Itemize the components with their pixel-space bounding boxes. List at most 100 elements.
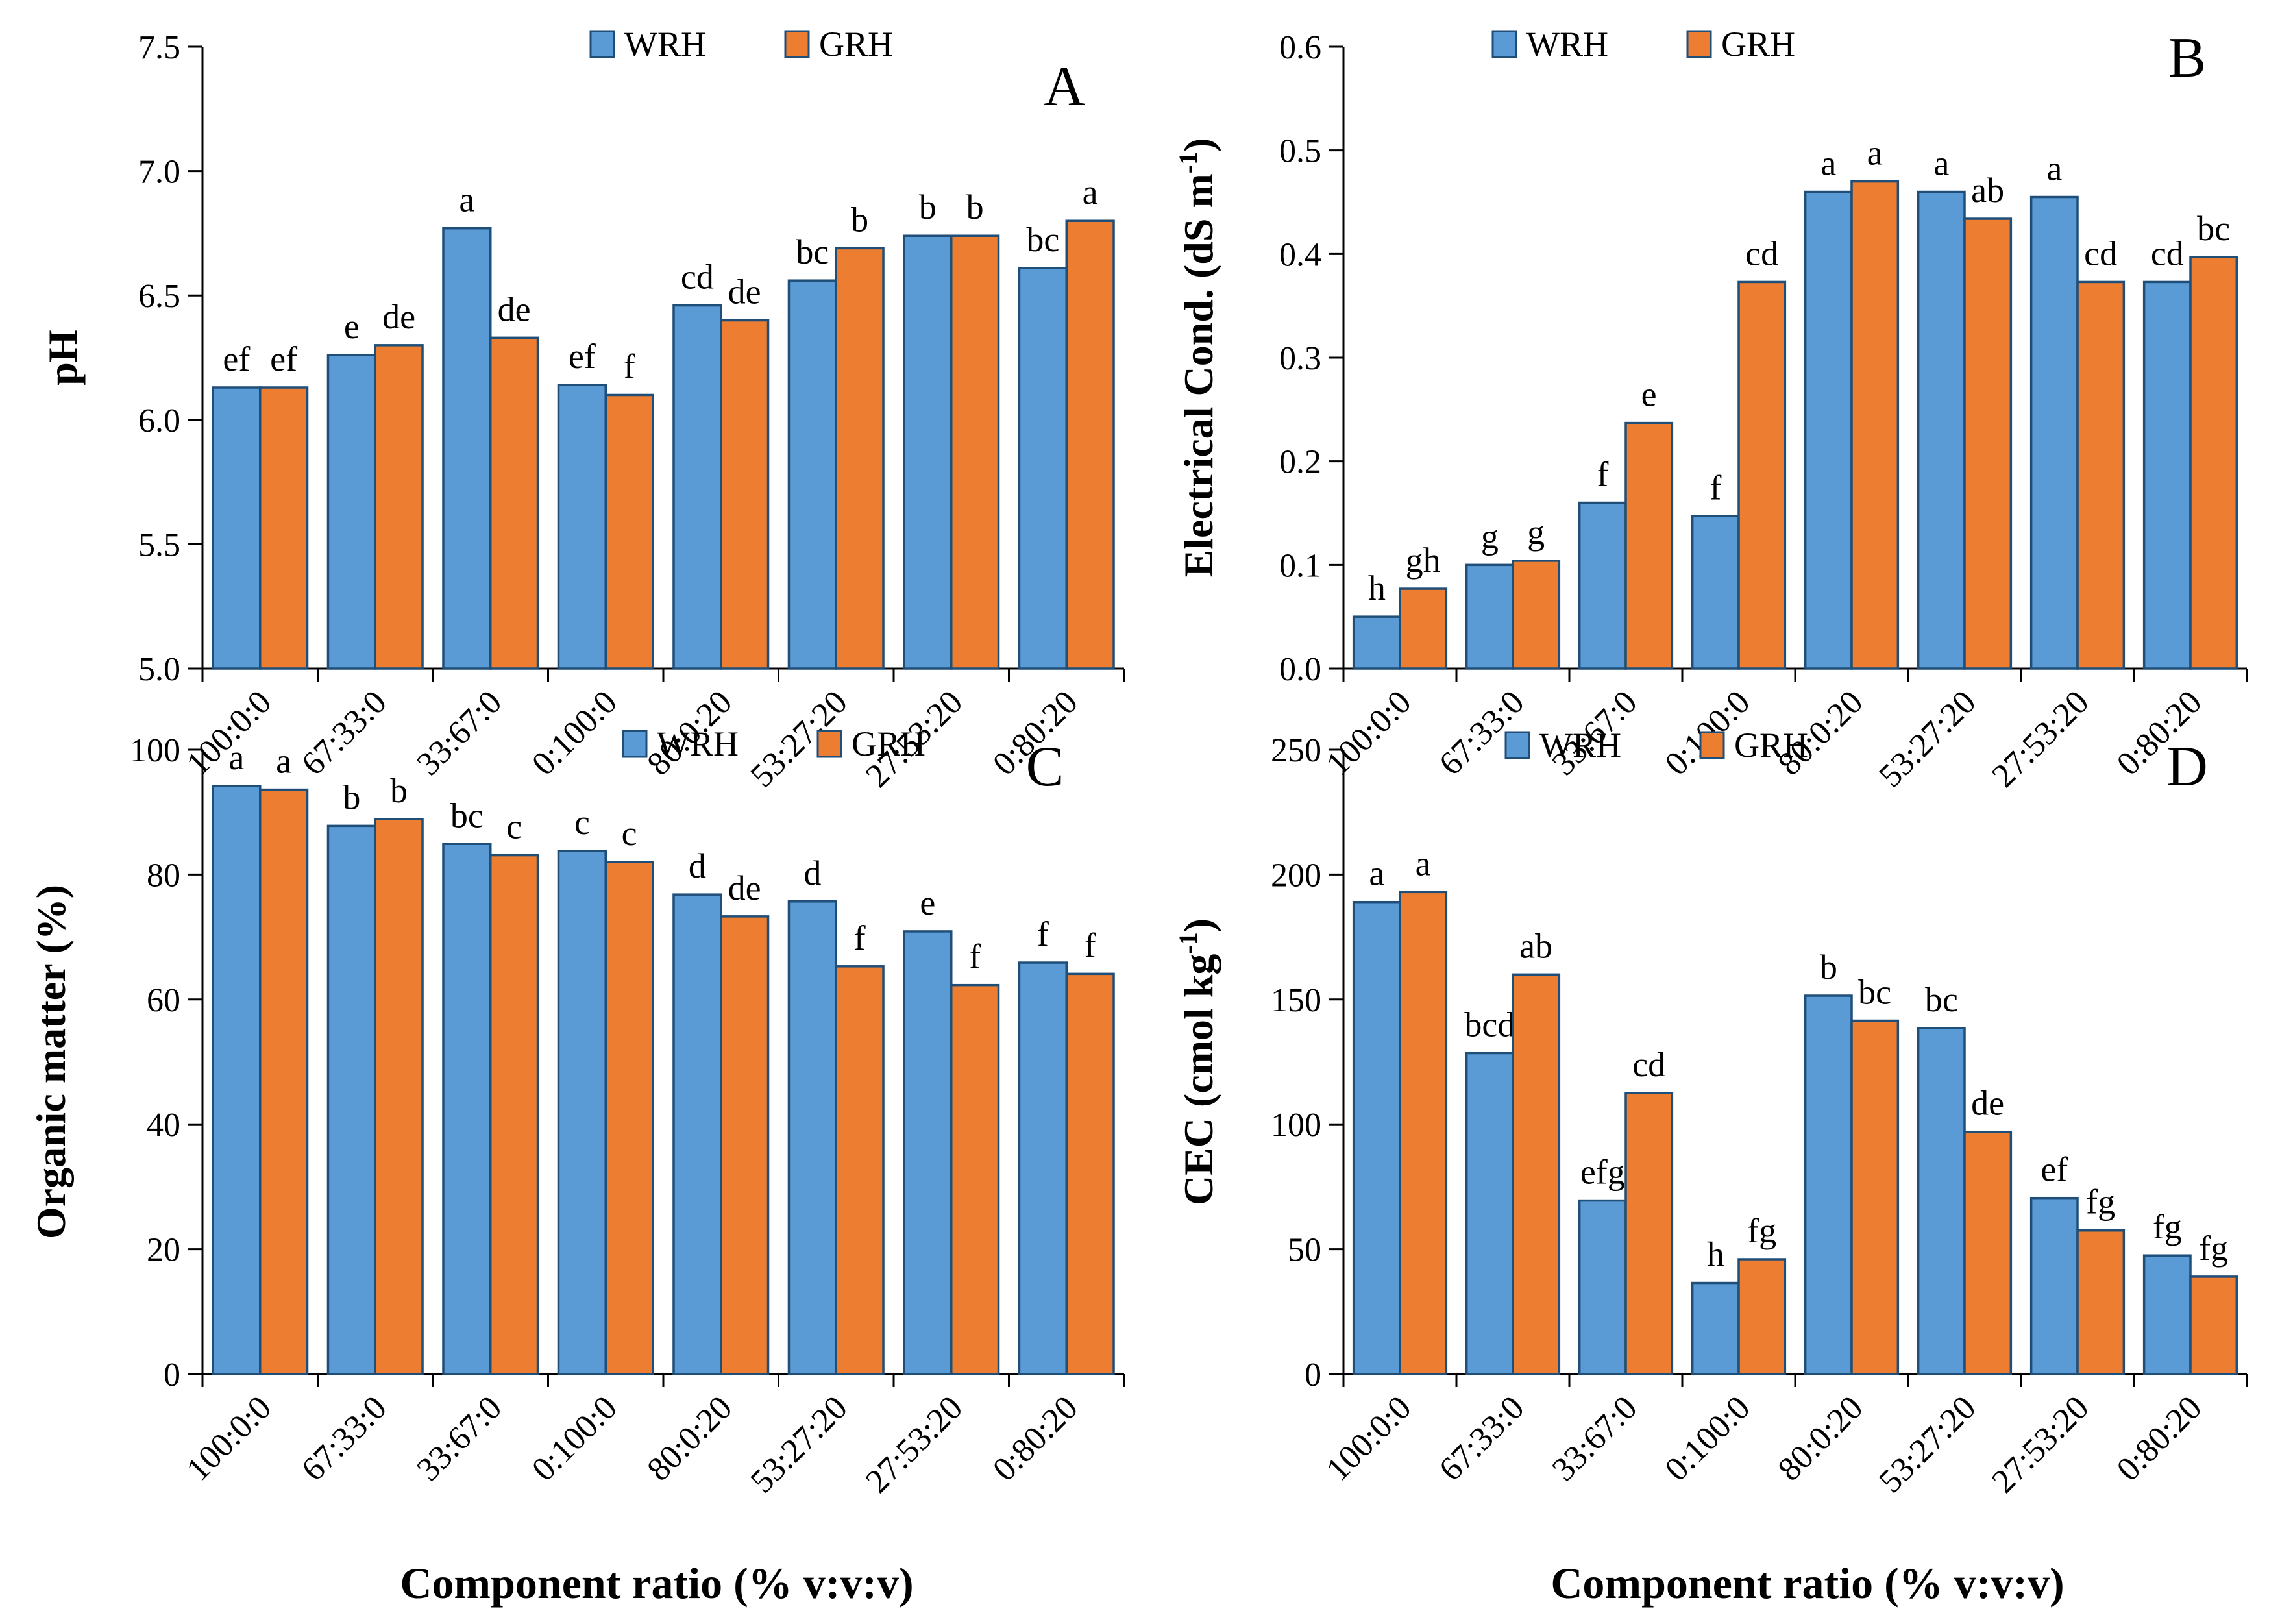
bar-grh	[1065, 972, 1115, 1375]
significance-letter: a	[1867, 134, 1883, 173]
significance-letter: fg	[1747, 1211, 1776, 1250]
bar-grh	[259, 386, 309, 670]
significance-letter: a	[1820, 144, 1836, 183]
bar-grh	[2189, 256, 2238, 670]
y-tick-label: 0.0	[1279, 651, 1321, 688]
bar-wrh	[1578, 1199, 1627, 1375]
significance-letter: fg	[2153, 1207, 2182, 1246]
legend-label-wrh: WRH	[657, 724, 739, 763]
legend-swatch-grh	[1686, 30, 1712, 58]
bar-wrh	[442, 843, 492, 1375]
significance-letter: ef	[2041, 1150, 2068, 1189]
significance-letter: b	[966, 188, 984, 227]
significance-letter: d	[803, 854, 821, 892]
significance-letter: bc	[796, 232, 829, 271]
x-tick-label: 53:27:20	[1872, 683, 1983, 794]
y-axis-label: pH	[40, 330, 86, 385]
significance-letter: bc	[2197, 209, 2230, 248]
panel-letter: D	[2166, 735, 2208, 798]
significance-letter: bc	[1026, 220, 1059, 259]
x-tick-label: 100:0:0	[1319, 1389, 1419, 1488]
bar-wrh	[1804, 994, 1853, 1375]
y-tick-label: 100	[1271, 1107, 1321, 1144]
y-tick-label: 60	[147, 982, 180, 1019]
bar-grh	[1624, 1092, 1674, 1375]
significance-letter: gh	[1406, 541, 1441, 580]
bar-grh	[604, 861, 654, 1375]
bar-grh	[259, 788, 309, 1375]
significance-letter: fg	[2086, 1183, 2115, 1222]
y-tick-label: 80	[147, 857, 180, 894]
x-tick-label: 53:27:20	[744, 1389, 855, 1500]
bar-grh	[2189, 1275, 2238, 1375]
significance-letter: b	[390, 771, 408, 810]
legend-swatch-wrh	[1491, 30, 1517, 58]
x-tick-label: 0:80:20	[986, 1389, 1085, 1488]
bar-grh	[1512, 973, 1561, 1375]
significance-letter: c	[622, 814, 637, 853]
legend-label-wrh: WRH	[624, 25, 706, 64]
significance-letter: a	[2046, 149, 2062, 188]
legend-label-grh: GRH	[852, 724, 925, 763]
bar-wrh	[1804, 190, 1853, 670]
y-tick-label: 6.5	[138, 278, 180, 315]
significance-letter: c	[574, 803, 590, 842]
y-tick-label: 0.4	[1279, 236, 1321, 273]
bar-grh	[950, 983, 1000, 1375]
significance-letter: bc	[1858, 973, 1891, 1012]
y-tick-label: 0.1	[1279, 547, 1321, 584]
y-tick-label: 50	[1288, 1232, 1321, 1269]
legend-label-wrh: WRH	[1539, 726, 1621, 765]
y-tick-label: 100	[130, 732, 180, 769]
significance-letter: b	[1820, 948, 1837, 987]
y-tick-label: 0	[1305, 1357, 1321, 1394]
bar-wrh	[1465, 1052, 1514, 1375]
legend-swatch-grh	[1699, 731, 1725, 759]
y-tick-label: 0.2	[1279, 444, 1321, 481]
y-tick-label: 6.0	[138, 402, 180, 439]
y-axis-label: CEC (cmol kg-1)	[1173, 918, 1221, 1205]
significance-letter: b	[851, 200, 868, 239]
y-tick-label: 0.5	[1279, 133, 1321, 170]
bar-grh	[2076, 1229, 2126, 1375]
legend-label-grh: GRH	[1721, 25, 1795, 64]
bar-grh	[720, 319, 770, 670]
bar-wrh	[1465, 563, 1514, 670]
significance-letter: cd	[1745, 234, 1778, 273]
bar-wrh	[1018, 267, 1068, 670]
bar-grh	[604, 393, 654, 670]
x-tick-label: 100:0:0	[180, 1389, 279, 1488]
legend-label-grh: GRH	[819, 25, 893, 64]
bar-wrh	[1578, 501, 1627, 670]
bar-grh	[1737, 1258, 1787, 1375]
significance-letter: cd	[681, 258, 714, 297]
bar-grh	[835, 247, 885, 670]
bar-grh	[1850, 1019, 1900, 1375]
significance-letter: e	[1641, 375, 1657, 414]
x-tick-label: 27:53:20	[859, 1389, 970, 1500]
bar-wrh	[557, 850, 607, 1375]
x-tick-label: 80:0:20	[641, 1389, 740, 1488]
panel-d-chart: 050100150200250abcdefghbbceffgaabcdfgbcd…	[1173, 726, 2248, 1608]
bar-wrh	[326, 824, 377, 1375]
x-tick-label: 0:80:20	[2110, 1389, 2209, 1488]
significance-letter: f	[969, 937, 981, 976]
bar-grh	[374, 818, 424, 1375]
significance-letter: f	[1710, 468, 1721, 507]
x-axis-label: Component ratio (% v:v:v)	[400, 1558, 913, 1608]
y-tick-label: 40	[147, 1107, 180, 1144]
bar-wrh	[2029, 195, 2079, 670]
significance-letter: cd	[1632, 1045, 1665, 1084]
legend-swatch-grh	[816, 730, 842, 758]
x-tick-label: 33:67:0	[410, 683, 509, 783]
bar-grh	[1624, 421, 1674, 670]
significance-letter: e	[920, 883, 935, 922]
x-tick-label: 53:27:20	[1872, 1389, 1983, 1500]
significance-letter: a	[459, 180, 474, 219]
significance-letter: bcd	[1464, 1005, 1515, 1044]
bar-wrh	[1691, 515, 1740, 670]
legend-swatch-wrh	[589, 30, 615, 58]
